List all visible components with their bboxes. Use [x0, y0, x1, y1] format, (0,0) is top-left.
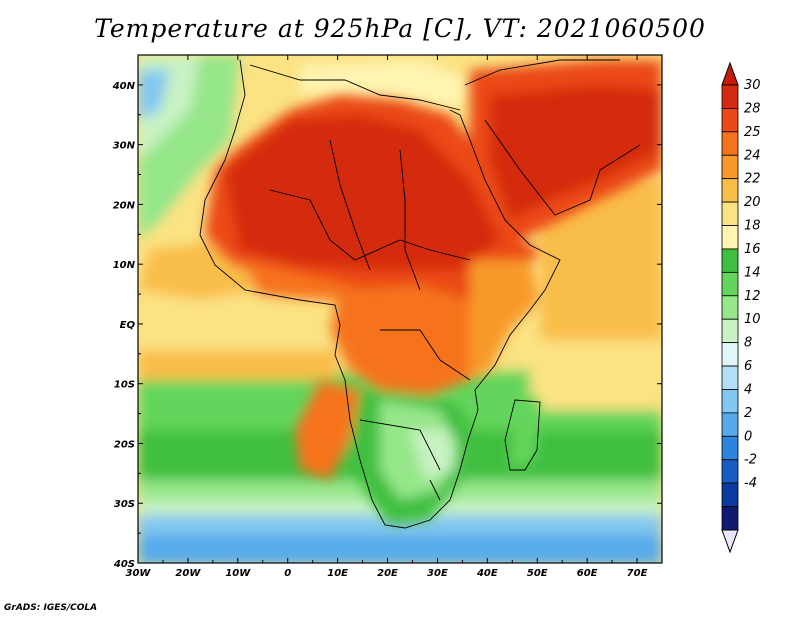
lat-tick-label: 10S — [114, 380, 135, 391]
lon-tick-label: 70E — [627, 568, 648, 579]
lon-tick-label: 10W — [225, 568, 251, 579]
lat-tick-label: EQ — [120, 320, 136, 331]
colorbar-label: 0 — [744, 429, 752, 444]
colorbar-bottom-arrow — [721, 529, 739, 554]
colorbar-label: 30 — [744, 78, 761, 93]
colorbar-swatch — [721, 318, 739, 344]
lat-tick-label: 10N — [113, 260, 136, 271]
colorbar-label: 14 — [744, 265, 761, 280]
colorbar-label: 2 — [744, 406, 752, 421]
colorbar-label: 6 — [744, 359, 752, 374]
lon-tick-label: 0 — [284, 568, 291, 579]
colorbar-swatch — [721, 412, 739, 437]
lat-tick-label: 40N — [112, 81, 136, 92]
lon-tick-label: 40E — [476, 568, 498, 579]
lon-tick-label: 30E — [427, 568, 448, 579]
colorbar-swatch — [721, 459, 739, 484]
lat-tick-label: 20S — [114, 439, 135, 450]
lat-tick-label: 30N — [113, 141, 136, 152]
temperature-field — [138, 55, 662, 563]
colorbar-label: 22 — [744, 172, 761, 187]
colorbar-label: 4 — [744, 382, 752, 397]
colorbar-label: 25 — [744, 125, 761, 140]
coastlines — [199, 59, 641, 529]
colorbar-swatch — [721, 108, 739, 133]
colorbar-swatch — [721, 482, 739, 507]
lon-tick-label: 10E — [327, 568, 348, 579]
colorbar-swatch — [721, 295, 739, 320]
credit-text: GrADS: IGES/COLA — [4, 603, 98, 613]
colorbar-label: 8 — [744, 336, 752, 351]
colorbar-label: 18 — [744, 219, 761, 234]
lat-tick-label: 30S — [114, 499, 135, 510]
lat-tick-label: 20N — [113, 200, 136, 211]
lon-tick-label: 30W — [126, 568, 152, 579]
colorbar-swatch — [721, 248, 739, 273]
colorbar-label: -4 — [744, 476, 757, 491]
colorbar-swatch — [721, 225, 739, 250]
colorbar-label: 16 — [744, 242, 761, 257]
colorbar-swatch — [721, 271, 739, 297]
colorbar-label: 20 — [744, 195, 761, 210]
colorbar-swatch — [721, 435, 739, 461]
colorbar-swatch — [721, 342, 739, 367]
colorbar-swatch — [721, 178, 739, 203]
colorbar-label: 24 — [744, 148, 761, 163]
colorbar-swatch — [721, 84, 739, 109]
colorbar-swatch — [721, 365, 739, 390]
lon-tick-label: 60E — [577, 568, 598, 579]
colorbar-top-arrow — [721, 61, 739, 86]
colorbar-label: -2 — [744, 453, 757, 468]
lat-tick-label: 40S — [113, 559, 135, 570]
chart-title: Temperature at 925hPa [C], VT: 202106050… — [94, 14, 706, 43]
colorbar-swatch — [721, 131, 739, 156]
colorbar-swatch — [721, 389, 739, 414]
colorbar-swatch — [721, 506, 739, 531]
colorbar-swatch — [721, 201, 739, 226]
axis-ticks: 30W 20W 10W 0 10E 20E 30E 40E 50E 60E 70E 40N 30N 20N… — [112, 54, 663, 579]
colorbar-label: 28 — [744, 101, 761, 116]
colorbar-label: 10 — [744, 312, 761, 327]
colorbar-swatch — [721, 154, 739, 180]
colorbar-label: 12 — [744, 289, 761, 304]
lon-tick-label: 20W — [175, 568, 201, 579]
lon-tick-label: 20E — [377, 568, 398, 579]
lon-tick-label: 50E — [527, 568, 548, 579]
map-frame — [137, 54, 663, 564]
